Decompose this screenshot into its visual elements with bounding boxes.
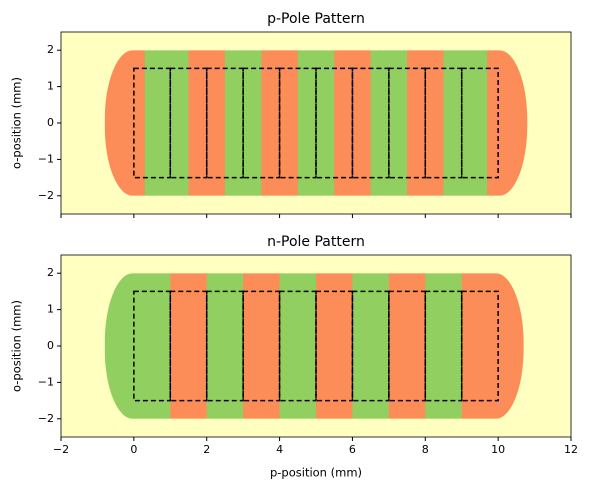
chart-title: p-Pole Pattern bbox=[267, 11, 365, 27]
x-tick-label: 0 bbox=[130, 443, 137, 456]
x-tick-label: 8 bbox=[422, 443, 429, 456]
y-tick-label: 1 bbox=[47, 80, 54, 93]
y-axis-label: o-position (mm) bbox=[10, 300, 24, 392]
region bbox=[243, 273, 281, 419]
regions bbox=[104, 273, 524, 419]
x-tick-label: 10 bbox=[491, 443, 505, 456]
x-tick-label: −2 bbox=[53, 443, 69, 456]
y-tick-label: 2 bbox=[47, 43, 54, 56]
y-tick-label: 2 bbox=[47, 266, 54, 279]
x-tick-label: 12 bbox=[564, 443, 578, 456]
y-tick-label: 1 bbox=[47, 303, 54, 316]
x-tick-label: 2 bbox=[203, 443, 210, 456]
region bbox=[206, 273, 244, 419]
region bbox=[352, 273, 390, 419]
y-tick-label: 0 bbox=[47, 116, 54, 129]
y-axis-label: o-position (mm) bbox=[10, 77, 24, 169]
chart-title: n-Pole Pattern bbox=[267, 234, 365, 250]
region bbox=[388, 273, 426, 419]
dashed-box bbox=[460, 67, 499, 179]
dashed-box bbox=[460, 290, 499, 402]
y-tick-label: 0 bbox=[47, 339, 54, 352]
region bbox=[316, 273, 353, 419]
x-tick-label: 6 bbox=[349, 443, 356, 456]
y-tick-label: −2 bbox=[38, 412, 54, 425]
x-tick-label: 4 bbox=[276, 443, 283, 456]
y-tick-label: −2 bbox=[38, 189, 54, 202]
y-tick-label: −1 bbox=[38, 375, 54, 388]
region bbox=[425, 273, 463, 419]
region bbox=[144, 50, 189, 196]
region bbox=[170, 273, 208, 419]
region bbox=[279, 273, 317, 419]
y-tick-label: −1 bbox=[38, 152, 54, 165]
region bbox=[443, 50, 488, 196]
x-axis-label: p-position (mm) bbox=[270, 466, 362, 480]
region bbox=[461, 273, 524, 419]
region bbox=[104, 273, 171, 419]
